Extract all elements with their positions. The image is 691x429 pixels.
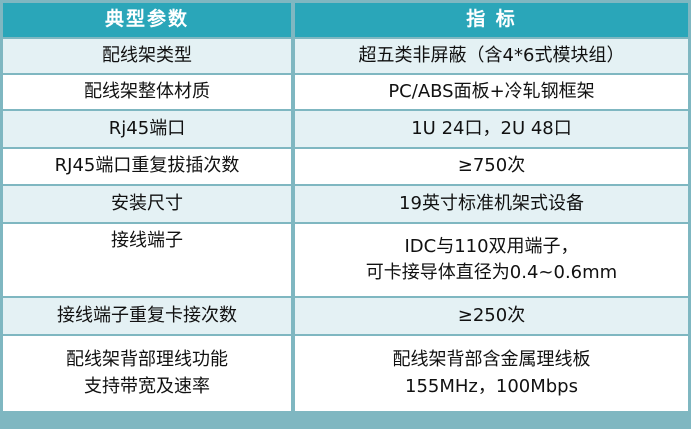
row-param: RJ45端口重复拔插次数 <box>3 149 291 186</box>
header-spec: 指 标 <box>295 3 688 39</box>
row-param: Rj45端口 <box>3 111 291 149</box>
param-line: 支持带宽及速率 <box>84 375 210 397</box>
spec-line: IDC与110双用端子， <box>404 235 579 257</box>
row-spec: ≥250次 <box>295 298 688 336</box>
row-spec-multiline: IDC与110双用端子， 可卡接导体直径为0.4~0.6mm <box>295 224 688 298</box>
row-param: 配线架类型 <box>3 39 291 75</box>
param-line: 配线架背部理线功能 <box>66 349 228 371</box>
row-param: 安装尺寸 <box>3 186 291 224</box>
row-spec: 19英寸标准机架式设备 <box>295 186 688 224</box>
row-spec: 1U 24口，2U 48口 <box>295 111 688 149</box>
spec-line: 配线架背部含金属理线板 <box>392 349 591 371</box>
spec-line: 可卡接导体直径为0.4~0.6mm <box>365 262 618 283</box>
header-param: 典型参数 <box>3 3 291 39</box>
row-spec-multiline: 配线架背部含金属理线板 155MHz，100Mbps <box>295 336 688 411</box>
row-param: 接线端子 <box>3 224 291 298</box>
row-spec: ≥750次 <box>295 149 688 186</box>
row-param: 配线架整体材质 <box>3 75 291 111</box>
row-spec: PC/ABS面板+冷轧钢框架 <box>295 75 688 111</box>
spec-line: 155MHz，100Mbps <box>405 375 578 397</box>
row-spec: 超五类非屏蔽（含4*6式模块组） <box>295 39 688 75</box>
row-param: 接线端子重复卡接次数 <box>3 298 291 336</box>
row-param-multiline: 配线架背部理线功能 支持带宽及速率 <box>3 336 291 411</box>
